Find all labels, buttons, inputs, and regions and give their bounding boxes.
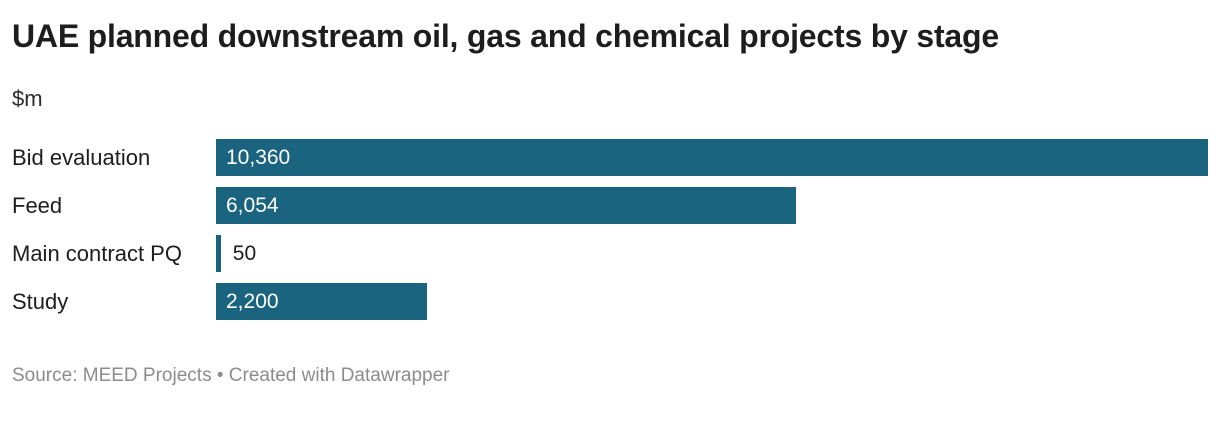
bar-track: 2,200: [216, 283, 1208, 320]
bar-track: 6,054: [216, 187, 1208, 224]
category-label: Study: [12, 289, 69, 314]
bar: 2,200: [216, 283, 427, 320]
bar-row: Feed 6,054: [12, 187, 1208, 224]
chart-unit-label: $m: [12, 86, 43, 111]
value-label: 6,054: [226, 194, 279, 217]
bar-row: Bid evaluation 10,360: [12, 139, 1208, 176]
category-label: Feed: [12, 193, 63, 218]
bar: 6,054: [216, 187, 796, 224]
chart-title: UAE planned downstream oil, gas and chem…: [12, 18, 999, 54]
bar-chart-plot-area: Bid evaluation 10,360 Feed 6,054 Main contra…: [12, 139, 1208, 320]
bar: 10,360: [216, 139, 1208, 176]
bar-row: Main contract PQ 50: [12, 235, 1208, 272]
bar: [216, 235, 221, 272]
value-label: 50: [232, 242, 257, 265]
bar-track: 50: [216, 235, 1208, 272]
value-label: 10,360: [226, 146, 291, 169]
category-label: Bid evaluation: [12, 145, 151, 170]
source-attribution: Source: MEED Projects • Created with Dat…: [12, 365, 450, 386]
value-label: 2,200: [226, 290, 279, 313]
bar-track: 10,360: [216, 139, 1208, 176]
bar-row: Study 2,200: [12, 283, 1208, 320]
category-label: Main contract PQ: [12, 241, 182, 266]
